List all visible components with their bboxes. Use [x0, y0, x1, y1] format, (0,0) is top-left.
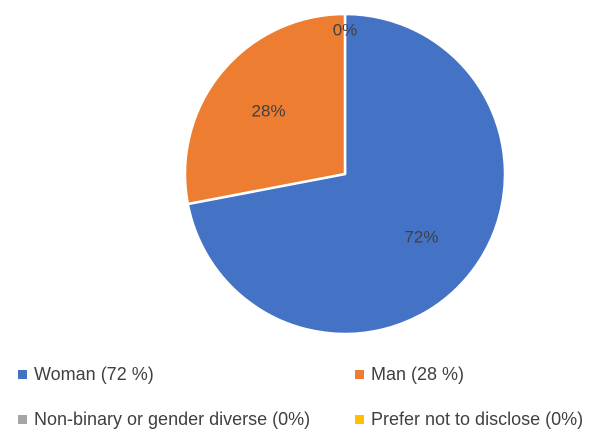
legend-swatch-woman: [18, 370, 27, 379]
data-label-man: 28%: [252, 101, 286, 120]
pie-slices: [183, 12, 507, 336]
legend-item-man: Man (28 %): [355, 364, 464, 385]
legend-label-non-binary: Non-binary or gender diverse (0%): [34, 409, 311, 429]
pie-chart: 72% 28% 0%: [183, 12, 507, 336]
legend-swatch-non-binary: [18, 415, 27, 424]
legend-label-prefer-not: Prefer not to disclose (0%): [371, 409, 584, 429]
data-label-woman: 72%: [404, 228, 438, 247]
pie-slice-man: [183, 12, 347, 206]
legend-label-woman: Woman (72 %): [34, 364, 154, 384]
legend-swatch-man: [355, 370, 364, 379]
data-label-non-binary: 0%: [333, 21, 358, 40]
legend-item-prefer-not: Prefer not to disclose (0%): [355, 409, 583, 430]
legend-swatch-prefer-not: [355, 415, 364, 424]
legend-label-man: Man (28 %): [371, 364, 465, 384]
legend-item-non-binary: Non-binary or gender diverse (0%): [18, 409, 310, 430]
legend-item-woman: Woman (72 %): [18, 364, 154, 385]
pie-slice-woman: [186, 12, 507, 336]
pie-data-labels: 72% 28% 0%: [252, 21, 439, 247]
